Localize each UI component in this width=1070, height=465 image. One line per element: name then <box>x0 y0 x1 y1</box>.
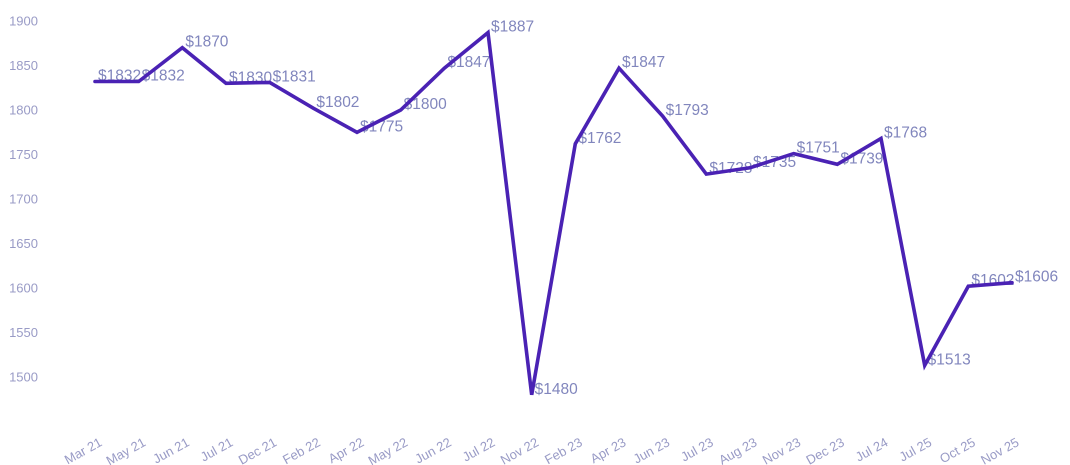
x-axis-tick-label: Jun 23 <box>631 435 672 465</box>
data-point-label: $1768 <box>884 124 927 141</box>
x-axis-tick-label: Aug 23 <box>716 435 759 465</box>
data-point-label: $1762 <box>578 130 621 147</box>
x-axis-tick-label: Nov 25 <box>978 435 1021 465</box>
data-point-label: $1800 <box>404 96 447 113</box>
x-axis-tick-label: Nov 23 <box>760 435 803 465</box>
x-axis-tick-label: Jul 23 <box>678 435 716 465</box>
data-point-label: $1831 <box>273 68 316 85</box>
x-axis-tick-label: May 21 <box>104 435 149 465</box>
x-axis-tick-label: Feb 22 <box>280 435 323 465</box>
y-axis-tick-label: 1600 <box>9 281 38 296</box>
data-point-label: $1887 <box>491 19 534 36</box>
x-axis-tick-label: Apr 23 <box>588 435 629 465</box>
x-axis-tick-label: Oct 25 <box>937 435 978 465</box>
x-axis-tick-label: Jul 21 <box>198 435 236 465</box>
data-point-label: $1606 <box>1015 269 1058 286</box>
price-series-line <box>93 29 1014 396</box>
data-point-label: $1847 <box>622 54 665 71</box>
y-axis-tick-label: 1750 <box>9 147 38 162</box>
data-point-label: $1513 <box>928 351 971 368</box>
x-axis-tick-label: Jun 22 <box>412 435 453 465</box>
x-axis-tick-label: May 22 <box>366 435 411 465</box>
y-axis-tick-label: 1850 <box>9 58 38 73</box>
x-axis-tick-label: Dec 21 <box>236 435 279 465</box>
data-point-label: $1870 <box>185 34 228 51</box>
x-axis-tick-label: Dec 23 <box>803 435 846 465</box>
x-axis-tick-label: Jul 24 <box>853 435 891 465</box>
data-point-label: $1802 <box>316 94 359 111</box>
x-axis-tick-label: Jul 25 <box>897 435 935 465</box>
data-point-label: $1480 <box>535 381 578 398</box>
y-axis-tick-label: 1500 <box>9 370 38 385</box>
y-axis-tick-label: 1650 <box>9 236 38 251</box>
data-point-label: $1775 <box>360 118 403 135</box>
y-axis-tick-label: 1550 <box>9 325 38 340</box>
x-axis-tick-label: Feb 23 <box>542 435 585 465</box>
x-axis-tick-label: Mar 21 <box>62 435 105 465</box>
y-axis-tick-label: 1700 <box>9 192 38 207</box>
x-axis-tick-label: Nov 22 <box>498 435 541 465</box>
y-axis-tick-label: 1800 <box>9 103 38 118</box>
x-axis-tick-label: Jul 22 <box>460 435 498 465</box>
x-axis-tick-label: Apr 22 <box>326 435 367 465</box>
x-axis-tick-label: Jun 21 <box>150 435 191 465</box>
y-axis-tick-label: 1900 <box>9 14 38 29</box>
data-point-label: $1751 <box>797 140 840 157</box>
data-point-label: $1793 <box>666 102 709 119</box>
